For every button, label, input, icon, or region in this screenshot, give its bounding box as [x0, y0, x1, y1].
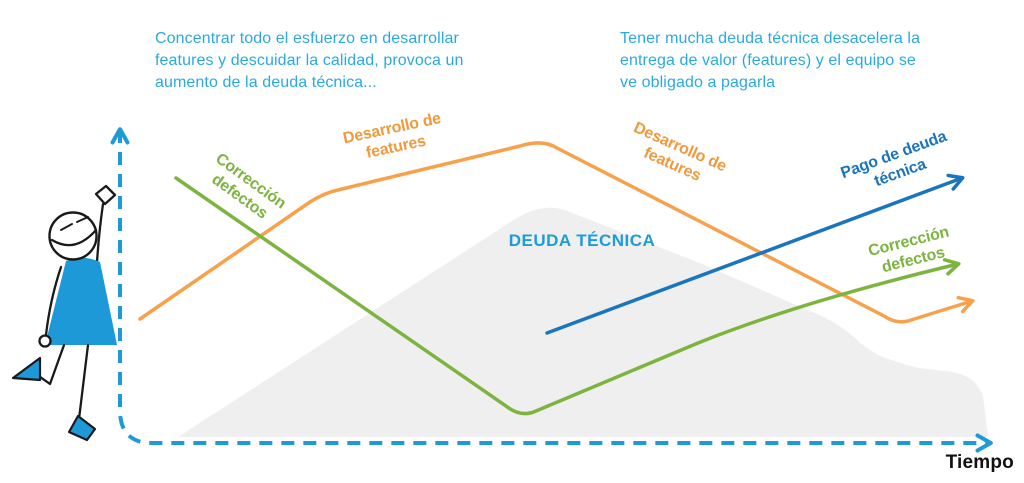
figure-right-leg	[77, 343, 90, 421]
figure-dress	[45, 257, 117, 345]
figure-right-shoe	[67, 414, 97, 442]
label-technical-debt-area: DEUDA TÉCNICA	[508, 231, 656, 250]
figure-eye-right	[76, 216, 89, 223]
x-axis-label: Tiempo	[945, 452, 1014, 473]
figure-raised-arm	[95, 202, 105, 264]
debt-payment-arrow	[545, 173, 965, 335]
figure-back-shoe	[11, 356, 42, 382]
caption-right: Tener mucha deuda técnica desacelera la …	[620, 30, 921, 91]
features-line	[138, 141, 975, 324]
figure-head	[48, 211, 98, 261]
figure-hand	[38, 334, 52, 348]
stick-figure	[11, 184, 117, 442]
figure-eye-left	[60, 223, 73, 231]
figure-smile	[50, 228, 98, 247]
figure-fist	[94, 184, 117, 206]
defects-line	[174, 176, 961, 416]
xy-axes	[110, 127, 993, 453]
caption-left: Concentrar todo el esfuerzo en desarroll…	[155, 30, 464, 91]
figure-left-arm	[44, 265, 63, 337]
